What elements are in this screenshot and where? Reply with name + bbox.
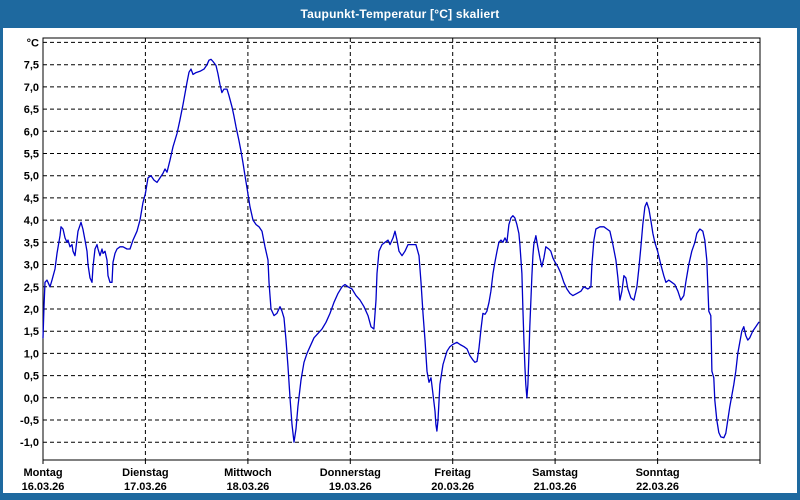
y-tick-label: 1,5 bbox=[24, 326, 39, 338]
y-tick-label: 4,0 bbox=[24, 215, 39, 227]
y-tick-label: 3,0 bbox=[24, 260, 39, 272]
window-title: Taupunkt-Temperatur [°C] skaliert bbox=[300, 7, 500, 21]
x-date-label: 19.03.26 bbox=[329, 481, 372, 493]
y-tick-label: 2,5 bbox=[24, 282, 39, 294]
y-tick-label: 1,0 bbox=[24, 348, 39, 360]
y-tick-label: 7,5 bbox=[24, 60, 39, 72]
y-tick-label: 5,5 bbox=[24, 149, 39, 161]
x-date-label: 18.03.26 bbox=[226, 481, 269, 493]
x-date-label: 17.03.26 bbox=[124, 481, 167, 493]
x-date-label: 20.03.26 bbox=[431, 481, 474, 493]
x-date-label: 22.03.26 bbox=[636, 481, 679, 493]
x-weekday-label: Mittwoch bbox=[224, 467, 272, 479]
y-tick-label: -1,0 bbox=[20, 437, 39, 449]
dewpoint-line bbox=[42, 58, 760, 443]
x-weekday-label: Sonntag bbox=[636, 467, 680, 479]
x-date-label: 21.03.26 bbox=[534, 481, 577, 493]
y-tick-label: 0,5 bbox=[24, 371, 39, 383]
y-tick-label: 2,0 bbox=[24, 304, 39, 316]
y-tick-label: -0,5 bbox=[20, 415, 39, 427]
x-weekday-label: Montag bbox=[23, 467, 62, 479]
x-weekday-label: Freitag bbox=[434, 467, 471, 479]
y-tick-label: 7,0 bbox=[24, 82, 39, 94]
x-date-label: 16.03.26 bbox=[22, 481, 65, 493]
y-tick-label: 5,0 bbox=[24, 171, 39, 183]
y-axis-unit: °C bbox=[27, 37, 39, 49]
x-weekday-label: Donnerstag bbox=[320, 467, 381, 479]
y-tick-label: 4,5 bbox=[24, 193, 39, 205]
window-titlebar: Taupunkt-Temperatur [°C] skaliert bbox=[0, 0, 800, 28]
plot-border bbox=[42, 37, 761, 461]
x-weekday-label: Samstag bbox=[532, 467, 578, 479]
x-weekday-label: Dienstag bbox=[122, 467, 168, 479]
y-tick-label: 6,0 bbox=[24, 126, 39, 138]
chart-container: 7,5 7,0 6,5 6,0 5,5 5,0 4,5 4,0 3,5 3,0 2,5 2,0 1,5 1… bbox=[3, 28, 797, 493]
y-tick-label: 6,5 bbox=[24, 104, 39, 116]
y-tick-label: 3,5 bbox=[24, 237, 39, 249]
y-tick-label: 0,0 bbox=[24, 393, 39, 405]
chart-plot: 7,5 7,0 6,5 6,0 5,5 5,0 4,5 4,0 3,5 3,0 2,5 2,0 1,5 1… bbox=[20, 37, 761, 493]
